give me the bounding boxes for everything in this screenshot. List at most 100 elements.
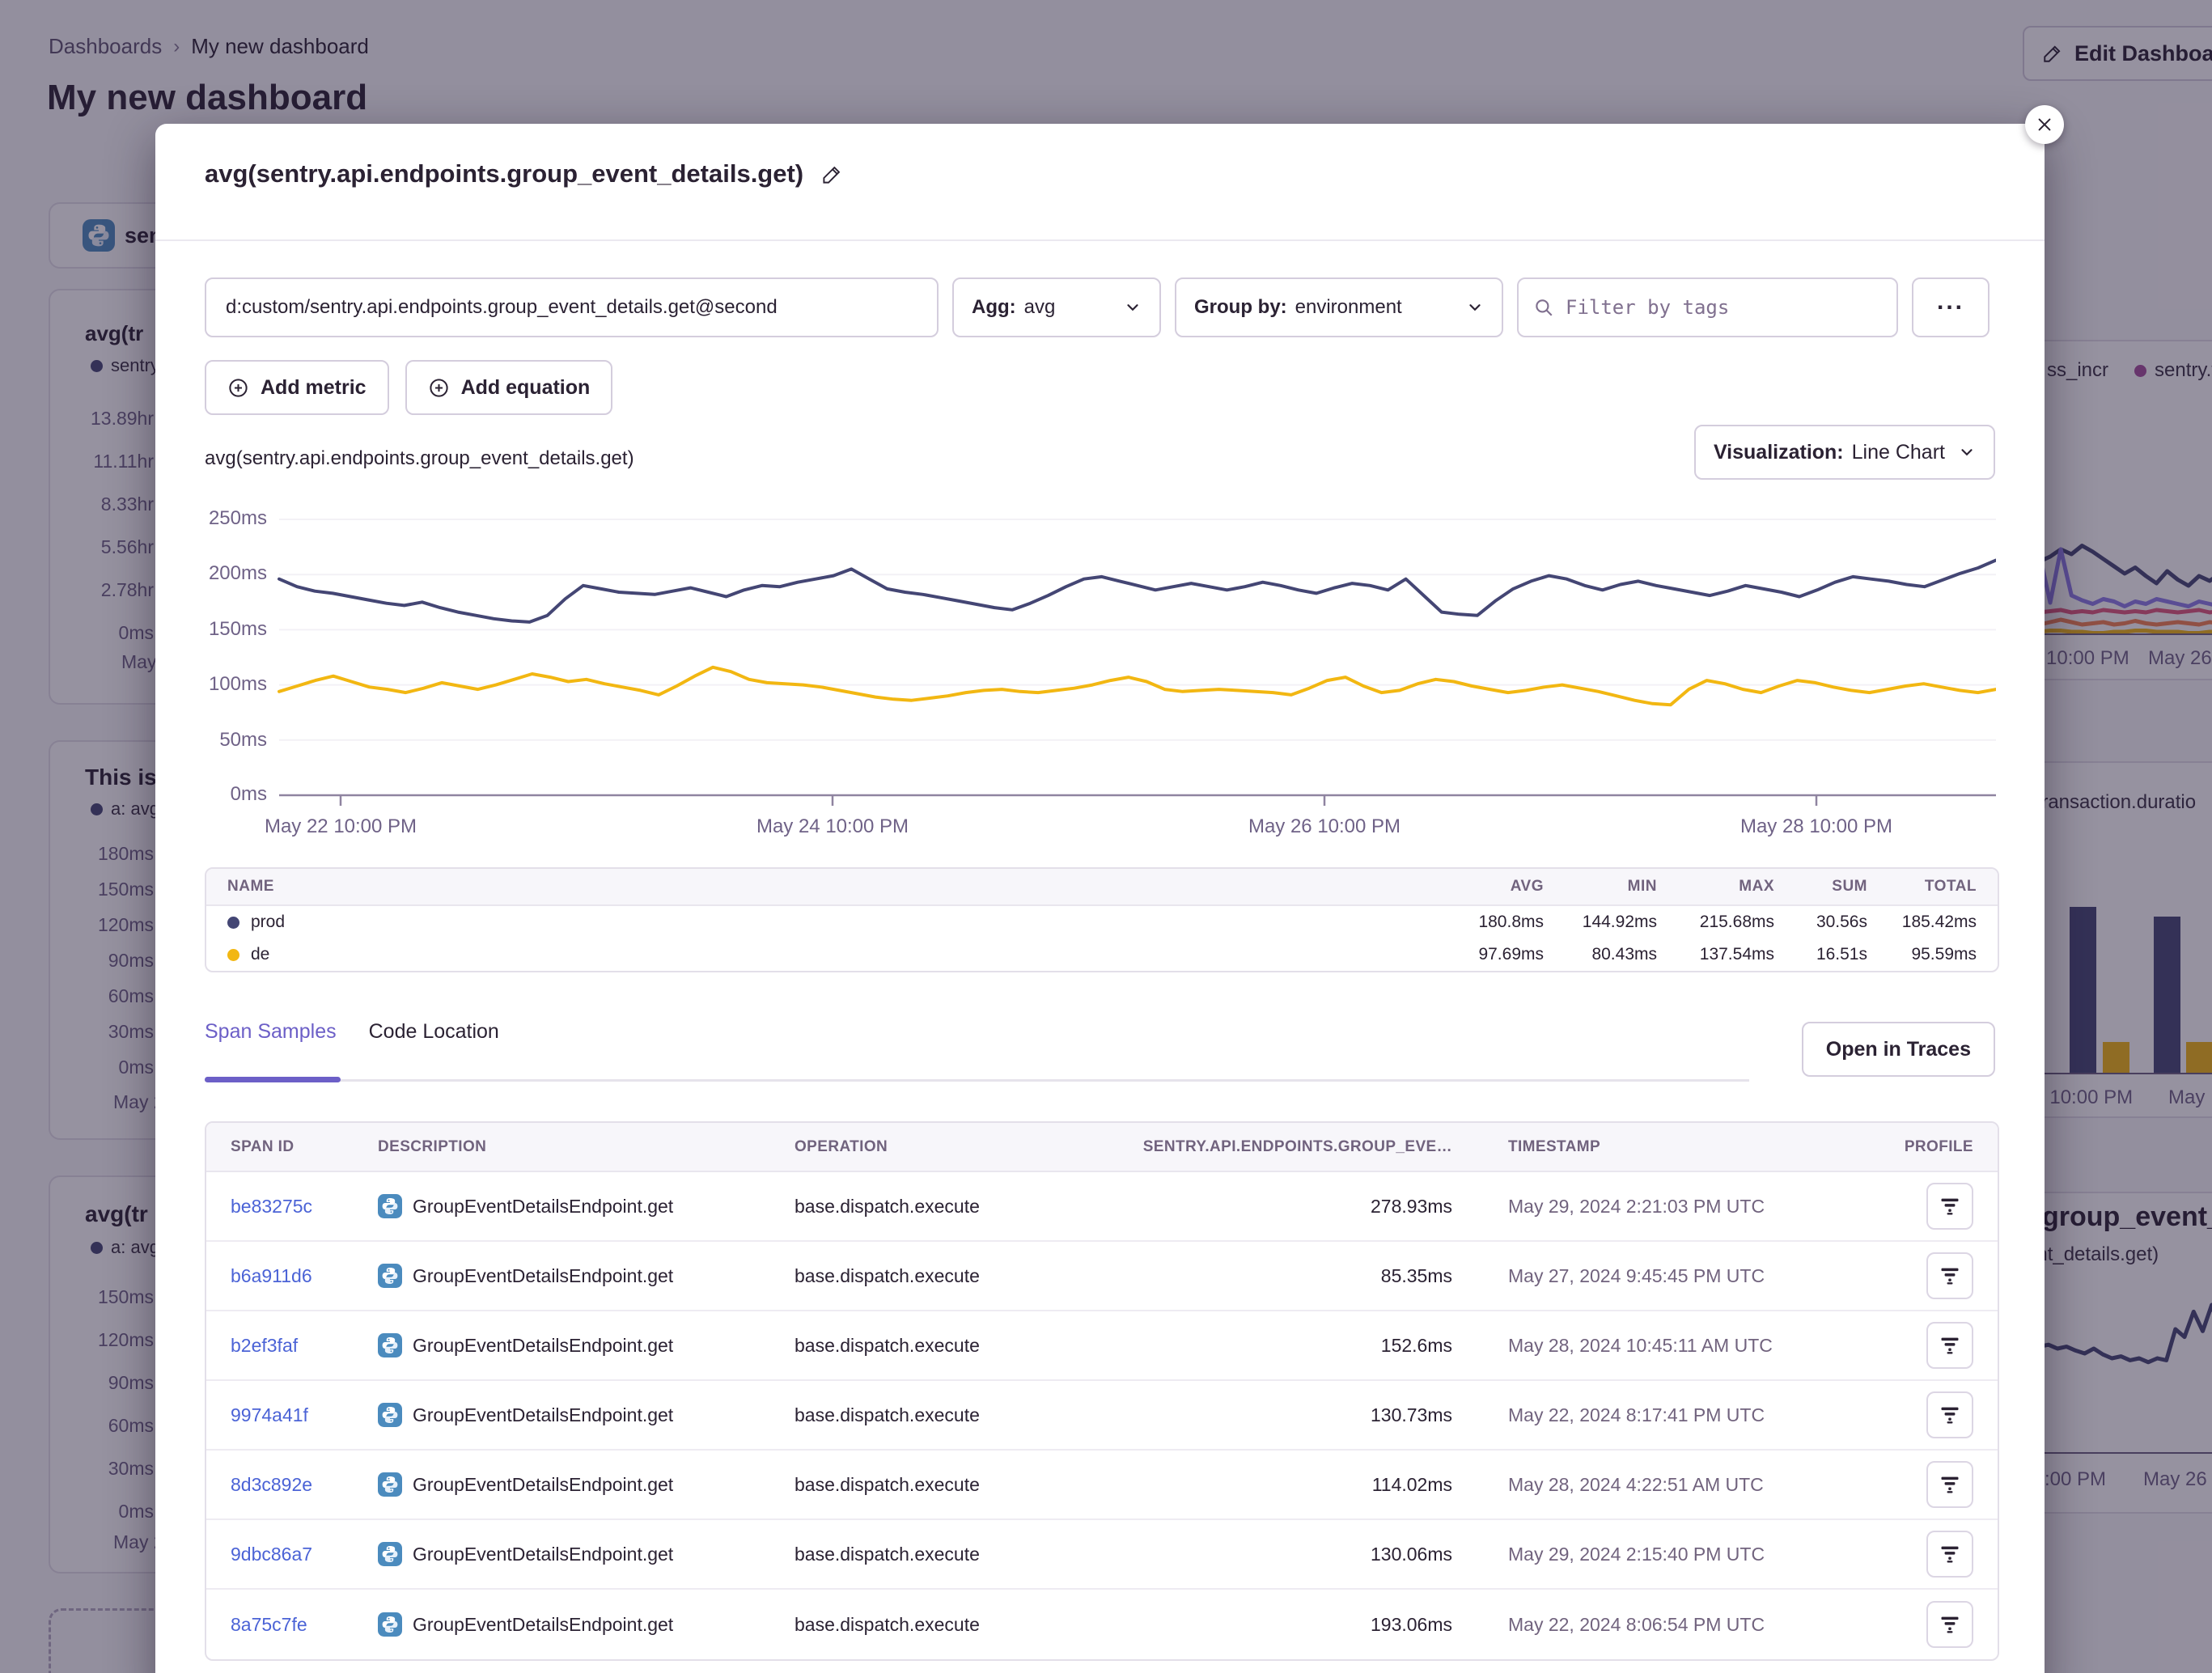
span-sample-row: 8a75c7fe GroupEventDetailsEndpoint.get bas…	[206, 1590, 1998, 1659]
span-id-link[interactable]: 9974a41f	[231, 1404, 308, 1425]
span-operation: base.dispatch.execute	[795, 1473, 980, 1495]
legend-label: sentry	[111, 355, 159, 375]
modal-close-button[interactable]	[2025, 105, 2064, 144]
span-description: GroupEventDetailsEndpoint.get	[413, 1613, 674, 1635]
add-metric-button[interactable]: Add metric	[205, 360, 389, 415]
span-id-link[interactable]: 8a75c7fe	[231, 1613, 307, 1635]
profile-icon	[1939, 1613, 1961, 1636]
span-timestamp: May 29, 2024 2:21:03 PM UTC	[1508, 1195, 1765, 1217]
chart-query-label: avg(sentry.api.endpoints.group_event_det…	[205, 447, 634, 469]
bar	[2070, 907, 2096, 1074]
span-timestamp: May 29, 2024 2:15:40 PM UTC	[1508, 1543, 1765, 1565]
tab-code-location[interactable]: Code Location	[368, 1020, 499, 1043]
span-samples-table: SPAN ID DESCRIPTION OPERATION SENTRY.API…	[205, 1121, 1999, 1661]
python-icon	[378, 1612, 402, 1637]
legend-dot	[91, 359, 103, 372]
span-duration: 114.02ms	[1371, 1473, 1452, 1495]
chevron-down-icon	[1958, 443, 1976, 461]
edit-dashboard-button[interactable]: Edit Dashboard	[2023, 26, 2212, 81]
span-duration: 85.35ms	[1380, 1264, 1452, 1286]
group-by-select[interactable]: Group by: environment	[1175, 277, 1503, 337]
summary-row-de[interactable]: de 97.69ms 80.43ms 137.54ms 16.51s 95.59…	[206, 938, 1998, 971]
span-description: GroupEventDetailsEndpoint.get	[413, 1264, 674, 1286]
plus-circle-icon	[428, 377, 450, 399]
span-duration: 152.6ms	[1380, 1334, 1452, 1356]
python-icon	[378, 1472, 402, 1497]
legend-label: ss_incr	[2047, 359, 2109, 381]
legend-label: sentry.t	[2155, 359, 2212, 381]
y-axis-labels: 180ms 150ms 120ms 90ms 60ms 30ms 0ms	[97, 843, 154, 1078]
span-operation: base.dispatch.execute	[795, 1334, 980, 1356]
profile-button[interactable]	[1926, 1391, 1973, 1438]
profile-button[interactable]	[1926, 1601, 1973, 1648]
widget-title: avg(tr	[85, 321, 144, 345]
python-icon	[83, 219, 115, 252]
span-id-link[interactable]: b2ef3faf	[231, 1334, 299, 1356]
visualization-select[interactable]: Visualization: Line Chart	[1693, 425, 1995, 480]
active-tab-indicator	[205, 1077, 341, 1082]
breadcrumb-dashboards[interactable]: Dashboards	[49, 34, 163, 58]
tab-span-samples[interactable]: Span Samples	[205, 1020, 337, 1043]
span-sample-row: b6a911d6 GroupEventDetailsEndpoint.get bas…	[206, 1242, 1998, 1311]
series-summary-table: NAME AVG MIN MAX SUM TOTAL prod 180.8ms …	[205, 867, 1999, 972]
span-description: GroupEventDetailsEndpoint.get	[413, 1404, 674, 1425]
span-id-link[interactable]: be83275c	[231, 1195, 313, 1217]
profile-button[interactable]	[1926, 1322, 1973, 1369]
span-duration: 278.93ms	[1370, 1195, 1452, 1217]
edit-title-pencil-icon[interactable]	[821, 163, 843, 185]
python-icon	[378, 1194, 402, 1218]
span-operation: base.dispatch.execute	[795, 1543, 980, 1565]
metric-query-input[interactable]	[205, 277, 939, 337]
bar	[2186, 1042, 2212, 1074]
python-icon	[378, 1542, 402, 1566]
widget-title: group_event_	[2042, 1201, 2212, 1232]
chevron-down-icon	[1124, 299, 1142, 316]
tag-filter-input[interactable]	[1564, 295, 1882, 320]
span-id-link[interactable]: 8d3c892e	[231, 1473, 313, 1495]
chevron-down-icon	[1466, 299, 1484, 316]
legend-dot	[91, 1241, 103, 1254]
span-operation: base.dispatch.execute	[795, 1404, 980, 1425]
span-description: GroupEventDetailsEndpoint.get	[413, 1334, 674, 1356]
y-axis-labels: 13.89hr 11.11hr 8.33hr 5.56hr 2.78hr 0ms	[90, 408, 154, 643]
x-axis-label: May 26 1	[2143, 1468, 2212, 1490]
profile-button[interactable]	[1926, 1183, 1973, 1230]
add-equation-button[interactable]: Add equation	[405, 360, 613, 415]
python-icon	[378, 1333, 402, 1357]
overflow-menu-button[interactable]: ...	[1912, 277, 1990, 337]
metric-line-chart	[278, 519, 1996, 806]
span-timestamp: May 28, 2024 10:45:11 AM UTC	[1508, 1334, 1773, 1356]
summary-row-prod[interactable]: prod 180.8ms 144.92ms 215.68ms 30.56s 18…	[206, 906, 1998, 938]
profile-button[interactable]	[1926, 1252, 1973, 1299]
profile-button[interactable]	[1926, 1461, 1973, 1508]
profile-button[interactable]	[1926, 1531, 1973, 1578]
summary-header-row: NAME AVG MIN MAX SUM TOTAL	[206, 869, 1998, 906]
profile-icon	[1939, 1404, 1961, 1426]
breadcrumb: Dashboards › My new dashboard	[49, 34, 369, 59]
open-in-traces-button[interactable]: Open in Traces	[1801, 1022, 1995, 1077]
breadcrumb-current[interactable]: My new dashboard	[191, 34, 369, 58]
span-operation: base.dispatch.execute	[795, 1264, 980, 1286]
span-description: GroupEventDetailsEndpoint.get	[413, 1195, 674, 1217]
span-duration: 130.73ms	[1370, 1404, 1452, 1425]
span-id-link[interactable]: 9dbc86a7	[231, 1543, 313, 1565]
span-description: GroupEventDetailsEndpoint.get	[413, 1473, 674, 1495]
span-sample-row: 9974a41f GroupEventDetailsEndpoint.get bas…	[206, 1381, 1998, 1451]
x-axis-label: 10:00 PM	[2046, 647, 2129, 669]
span-id-link[interactable]: b6a911d6	[231, 1264, 312, 1286]
series-dot	[227, 916, 239, 929]
profile-icon	[1939, 1264, 1961, 1287]
profile-icon	[1939, 1473, 1961, 1496]
span-duration: 193.06ms	[1370, 1613, 1452, 1635]
x-axis-label: :00 PM	[2045, 1468, 2107, 1490]
span-description: GroupEventDetailsEndpoint.get	[413, 1543, 674, 1565]
chevron-right-icon: ›	[173, 35, 180, 57]
python-icon	[378, 1403, 402, 1427]
span-timestamp: May 28, 2024 4:22:51 AM UTC	[1508, 1473, 1764, 1495]
profile-icon	[1939, 1543, 1961, 1565]
aggregate-select[interactable]: Agg: avg	[952, 277, 1161, 337]
series-dot	[227, 948, 239, 961]
span-timestamp: May 22, 2024 8:06:54 PM UTC	[1508, 1613, 1765, 1635]
python-icon	[378, 1264, 402, 1288]
